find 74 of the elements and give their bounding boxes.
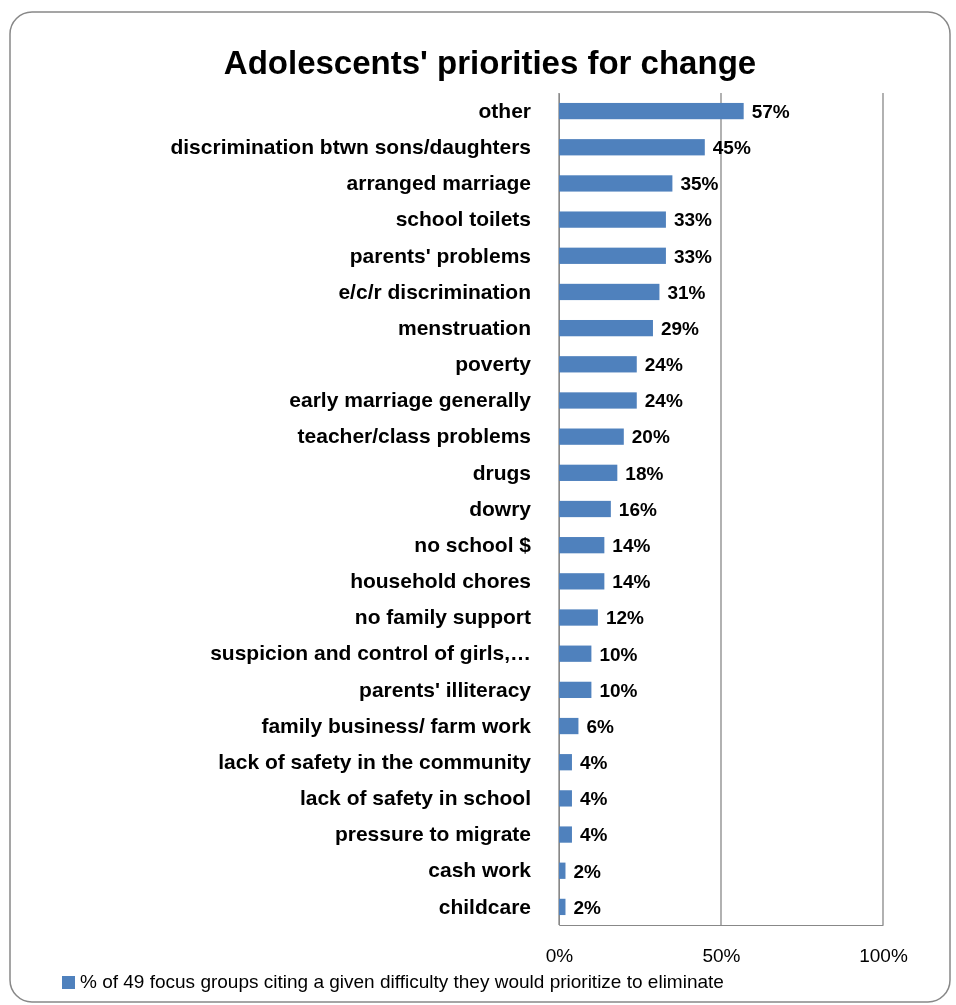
bar <box>559 717 579 735</box>
bar <box>559 211 666 228</box>
bar <box>559 537 605 554</box>
data-label: 45% <box>712 137 751 159</box>
bar <box>559 500 611 518</box>
data-label: 14% <box>612 535 651 557</box>
bar <box>559 283 660 301</box>
y-tick-label: early marriage generally <box>289 388 532 412</box>
y-tick-label: family business/ farm work <box>261 713 532 737</box>
data-label: 31% <box>667 281 706 303</box>
bar <box>559 102 744 120</box>
bar <box>559 681 592 699</box>
y-tick-label: drugs <box>472 460 531 484</box>
y-tick-label: household chores <box>350 569 531 593</box>
y-tick-label: no school $ <box>414 532 532 556</box>
legend-label: % of 49 focus groups citing a given difficulty they would prioritize to eliminate <box>80 971 724 992</box>
bar <box>559 645 592 662</box>
data-label: 16% <box>618 498 657 520</box>
bar <box>559 139 705 156</box>
y-tick-label: dowry <box>469 496 532 520</box>
y-tick-label: parents' problems <box>349 243 531 267</box>
bar <box>559 573 605 590</box>
bar <box>559 862 566 879</box>
y-tick-label: no family support <box>354 605 531 629</box>
chart-title: Adolescents' priorities for change <box>223 44 757 81</box>
bar <box>559 898 566 916</box>
y-tick-label: cash work <box>428 858 532 882</box>
data-label: 2% <box>573 896 602 918</box>
data-label: 33% <box>673 245 713 267</box>
bar <box>559 392 637 409</box>
data-label: 29% <box>660 317 700 339</box>
bar <box>559 754 572 771</box>
y-tick-label: e/c/r discrimination <box>338 279 531 303</box>
y-tick-label: teacher/class problems <box>297 424 531 448</box>
x-tick-label: 0% <box>545 945 574 967</box>
data-label: 4% <box>579 824 608 846</box>
y-tick-label: parents' illiteracy <box>359 677 532 701</box>
data-label: 14% <box>612 571 651 593</box>
y-tick-label: lack of safety in school <box>299 786 531 810</box>
data-label: 12% <box>605 607 645 629</box>
bar <box>559 356 637 373</box>
x-tick-label: 50% <box>702 945 741 967</box>
data-label: 33% <box>673 209 713 231</box>
y-tick-label: other <box>478 98 531 122</box>
y-tick-label: discrimination btwn sons/daughters <box>170 134 531 158</box>
data-label: 35% <box>680 173 719 195</box>
y-tick-label: suspicion and control of girls,… <box>210 641 531 665</box>
y-tick-label: pressure to migrate <box>334 822 531 846</box>
data-label: 24% <box>644 354 683 376</box>
y-tick-label: poverty <box>455 352 532 376</box>
y-tick-label: childcare <box>438 894 531 918</box>
data-label: 4% <box>579 752 608 774</box>
data-label: 20% <box>631 426 670 448</box>
data-label: 4% <box>579 788 608 810</box>
data-label: 18% <box>625 462 664 484</box>
y-tick-label: lack of safety in the community <box>218 749 532 773</box>
bar <box>559 428 624 445</box>
data-label: 24% <box>644 390 683 412</box>
data-label: 10% <box>599 679 638 701</box>
data-label: 10% <box>599 643 638 665</box>
data-label: 57% <box>751 100 790 122</box>
y-tick-label: menstruation <box>397 315 531 339</box>
bar <box>559 175 673 192</box>
x-tick-label: 100% <box>859 945 908 967</box>
y-tick-label: arranged marriage <box>346 171 531 195</box>
y-tick-label: school toilets <box>395 207 531 231</box>
bar <box>559 319 653 337</box>
bar <box>559 247 666 264</box>
data-label: 6% <box>586 715 615 737</box>
bar <box>559 464 618 481</box>
bar <box>559 790 572 807</box>
bar <box>559 609 598 626</box>
data-label: 2% <box>573 860 602 882</box>
bar <box>559 826 572 843</box>
